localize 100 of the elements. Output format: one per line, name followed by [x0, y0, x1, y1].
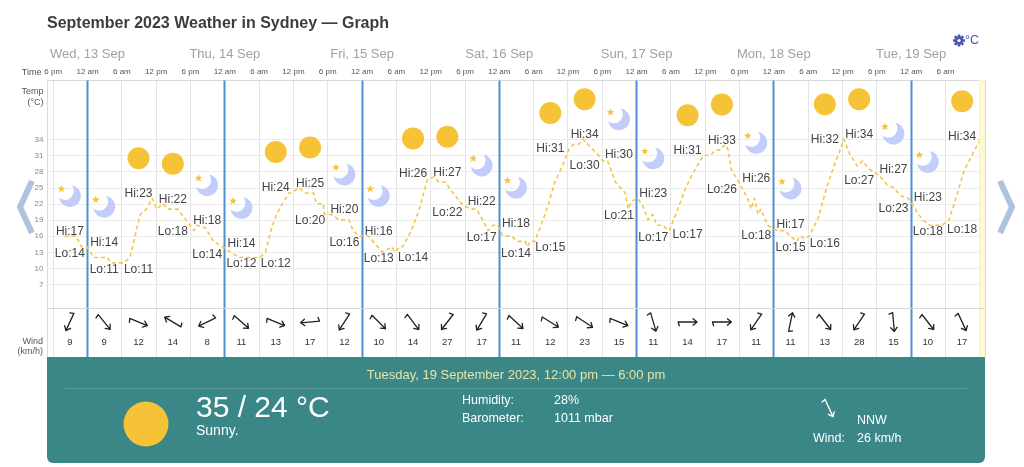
text: °C [964, 33, 979, 48]
annotation: Hi:20 [330, 202, 359, 217]
text: Barometer: [462, 411, 524, 426]
data-label: 17 [304, 336, 316, 347]
data-label: 10 [922, 336, 934, 347]
annotation: Hi:25 [296, 175, 325, 190]
x-tick-label: 6 am [112, 66, 132, 76]
data-label: 17 [476, 336, 487, 347]
annotation: Lo:26 [706, 181, 738, 196]
x2-tick-label: Fri, 15 Sep [330, 45, 394, 61]
text: 28% [554, 393, 580, 408]
data-label: 14 [167, 336, 179, 347]
text: Wind (km/h) [16, 336, 43, 356]
data-label: 11 [648, 336, 659, 347]
data-label: 11 [785, 336, 796, 347]
annotation: Lo:14 [54, 245, 86, 260]
x-tick-label: 12 am [900, 66, 923, 76]
y-tick-label: 16 [34, 231, 45, 241]
x-tick-label: 12 am [213, 66, 237, 76]
annotation: Hi:33 [707, 132, 737, 147]
x-tick-label: 12 pm [419, 66, 443, 76]
data-label: 14 [407, 336, 419, 347]
data-label: 10 [373, 336, 385, 347]
data-label: 13 [819, 336, 831, 347]
annotation: Hi:17 [55, 223, 85, 238]
annotation: Hi:23 [639, 186, 668, 201]
text: 35 / 24 °C [196, 389, 330, 425]
annotation: Lo:12 [260, 256, 292, 271]
x-tick-label: 12 am [76, 66, 99, 76]
x-tick-label: 6 pm [730, 66, 749, 76]
annotation: Lo:16 [809, 235, 841, 250]
annotation: Hi:32 [810, 132, 840, 147]
x-tick-label: 12 am [625, 66, 649, 76]
text: 1011 mbar [554, 411, 613, 426]
x2-tick-label: Mon, 18 Sep [737, 45, 811, 61]
annotation: Hi:34 [948, 129, 977, 144]
text: Wind: [813, 431, 845, 446]
y-tick-label: 10 [34, 263, 45, 273]
annotation: Lo:20 [295, 213, 326, 228]
x-axis-title: Time [21, 66, 42, 77]
data-label: 15 [888, 336, 899, 347]
annotation: Lo:17 [672, 226, 703, 241]
annotation: Lo:14 [500, 245, 532, 260]
x2-tick-label: Thu, 14 Sep [189, 45, 261, 61]
y-tick-label: 19 [34, 215, 45, 225]
y-tick-label: 25 [34, 183, 45, 193]
annotation: Hi:24 [261, 180, 291, 195]
annotation: Lo:18 [157, 224, 189, 239]
annotation: Lo:18 [947, 221, 978, 236]
x2-tick-label: Wed, 13 Sep [50, 45, 125, 61]
annotation: Lo:17 [638, 229, 669, 244]
x-tick-label: 12 pm [556, 66, 580, 76]
annotation: Hi:27 [433, 164, 462, 179]
annotation: Hi:14 [90, 234, 119, 249]
annotation: Lo:22 [432, 204, 463, 219]
annotation: Hi:34 [845, 127, 874, 142]
data-label: 17 [956, 336, 968, 347]
y-tick-label: 13 [34, 247, 45, 257]
annotation: Hi:22 [158, 191, 188, 206]
annotation: Lo:11 [89, 261, 120, 276]
chart-title: September 2023 Weather in Sydney — Graph [47, 14, 390, 31]
x-tick-label: 12 am [488, 66, 511, 76]
y-tick-label: 7 [39, 279, 45, 289]
data-label: 15 [613, 336, 625, 347]
data-label: 9 [67, 336, 73, 347]
y-tick-label: 28 [34, 166, 45, 176]
annotation: Hi:23 [124, 186, 153, 201]
annotation: Hi:26 [399, 166, 428, 181]
annotation: Lo:13 [363, 251, 395, 266]
data-label: 27 [442, 336, 453, 347]
annotation: Hi:30 [604, 147, 634, 162]
x-tick-label: 6 pm [44, 66, 63, 76]
y-axis-title: Temp (°C) [21, 85, 44, 107]
data-label: 9 [101, 336, 107, 347]
annotation: Hi:17 [776, 216, 805, 231]
annotation: Lo:14 [398, 249, 429, 264]
data-label: 12 [339, 336, 350, 347]
annotation: Lo:15 [535, 240, 566, 255]
y-tick-label: 31 [34, 150, 45, 160]
annotation: Hi:27 [879, 161, 908, 176]
annotation: Lo:18 [741, 227, 772, 242]
data-label: 14 [682, 336, 693, 347]
x-tick-label: 12 am [350, 66, 374, 76]
annotation: Lo:12 [226, 256, 257, 271]
data-label: 11 [236, 336, 247, 347]
x-tick-label: 6 am [936, 66, 955, 76]
x-tick-label: 6 am [662, 66, 681, 76]
data-label: 12 [545, 336, 556, 347]
x-tick-label: 12 pm [282, 66, 305, 76]
annotation: Hi:34 [570, 127, 599, 142]
x-tick-label: 6 pm [456, 66, 475, 76]
annotation: Lo:16 [329, 234, 360, 249]
annotation: Lo:21 [603, 208, 635, 223]
data-label: 11 [511, 336, 521, 347]
text: NNW [857, 412, 887, 428]
text: 26 km/h [857, 431, 902, 446]
x-tick-label: 6 pm [181, 66, 200, 76]
text: Tuesday, 19 September 2023, 12:00 pm — 6:00 pm [365, 367, 667, 382]
annotation: Lo:15 [775, 240, 806, 255]
y-tick-label: 34 [34, 134, 45, 144]
